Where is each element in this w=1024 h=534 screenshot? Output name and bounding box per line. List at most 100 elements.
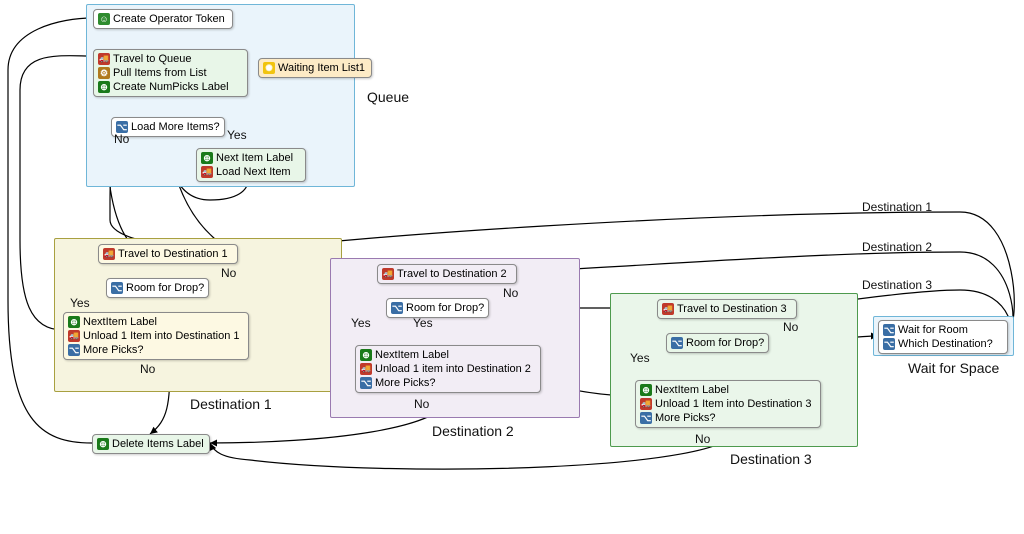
node-blockD3[interactable]: NextItem LabelUnload 1 Item into Destina…	[635, 380, 821, 428]
node-travelD1[interactable]: Travel to Destination 1	[98, 244, 238, 264]
branch-icon	[391, 302, 403, 314]
edge-label-d3_no_out: No	[783, 320, 798, 334]
node-travelQ-line-1: Pull Items from List	[98, 66, 243, 80]
node-roomD3-text-0: Room for Drop?	[686, 336, 764, 350]
node-roomD1-text-0: Room for Drop?	[126, 281, 204, 295]
node-travelD3-line-0: Travel to Destination 3	[662, 302, 792, 316]
node-blockD3-text-0: NextItem Label	[655, 383, 729, 397]
edge-label-d1_no_out: No	[221, 266, 236, 280]
node-createOp-text-0: Create Operator Token	[113, 12, 225, 26]
node-waitRoom-text-1: Which Destination?	[898, 337, 993, 351]
branch-icon	[671, 337, 683, 349]
node-roomD2-text-0: Room for Drop?	[406, 301, 484, 315]
node-blockD2-text-2: More Picks?	[375, 376, 436, 390]
node-waitRoom-line-1: Which Destination?	[883, 337, 1003, 351]
node-travelD1-line-0: Travel to Destination 1	[103, 247, 233, 261]
node-nextLoad[interactable]: Next Item LabelLoad Next Item	[196, 148, 306, 182]
branch-icon	[883, 338, 895, 350]
node-waitRoom-line-0: Wait for Room	[883, 323, 1003, 337]
truck-icon	[201, 166, 213, 178]
node-travelD3-text-0: Travel to Destination 3	[677, 302, 787, 316]
edge-label-wait_d2: Destination 2	[862, 240, 932, 254]
edge-label-d1_yes: Yes	[70, 296, 90, 310]
node-blockD3-text-2: More Picks?	[655, 411, 716, 425]
edge-label-d2_yes2: Yes	[413, 316, 433, 330]
node-roomD1-line-0: Room for Drop?	[111, 281, 204, 295]
node-travelQ-line-2: Create NumPicks Label	[98, 80, 243, 94]
label-icon	[68, 316, 80, 328]
caption-wait: Wait for Space	[908, 360, 999, 376]
node-travelQ[interactable]: Travel to QueuePull Items from ListCreat…	[93, 49, 248, 97]
node-loadMore-line-0: Load More Items?	[116, 120, 220, 134]
branch-icon	[883, 324, 895, 336]
node-deleteLbl[interactable]: Delete Items Label	[92, 434, 210, 454]
person-icon	[98, 13, 110, 25]
node-blockD1[interactable]: NextItem LabelUnload 1 Item into Destina…	[63, 312, 249, 360]
node-blockD1-line-1: Unload 1 Item into Destination 1	[68, 329, 244, 343]
node-travelD2-text-0: Travel to Destination 2	[397, 267, 507, 281]
edge-label-wait_d1: Destination 1	[862, 200, 932, 214]
node-blockD2-text-0: NextItem Label	[375, 348, 449, 362]
edge-label-q_no: No	[114, 132, 129, 146]
node-blockD3-line-0: NextItem Label	[640, 383, 816, 397]
node-createOp[interactable]: Create Operator Token	[93, 9, 233, 29]
node-blockD2[interactable]: NextItem LabelUnload 1 item into Destina…	[355, 345, 541, 393]
node-travelQ-text-2: Create NumPicks Label	[113, 80, 229, 94]
node-blockD3-line-2: More Picks?	[640, 411, 816, 425]
node-blockD2-line-2: More Picks?	[360, 376, 536, 390]
edge-label-d2_no_out: No	[503, 286, 518, 300]
node-waitingList-line-0: Waiting Item List1	[263, 61, 367, 75]
node-waitRoom-text-0: Wait for Room	[898, 323, 968, 337]
node-travelD1-text-0: Travel to Destination 1	[118, 247, 228, 261]
node-blockD2-line-0: NextItem Label	[360, 348, 536, 362]
node-waitingList-text-0: Waiting Item List1	[278, 61, 365, 75]
label-icon	[360, 349, 372, 361]
node-blockD1-line-2: More Picks?	[68, 343, 244, 357]
node-nextLoad-text-1: Load Next Item	[216, 165, 291, 179]
node-deleteLbl-text-0: Delete Items Label	[112, 437, 204, 451]
node-travelD2[interactable]: Travel to Destination 2	[377, 264, 517, 284]
truck-icon	[98, 53, 110, 65]
truck-icon	[382, 268, 394, 280]
label-icon	[201, 152, 213, 164]
node-waitRoom[interactable]: Wait for RoomWhich Destination?	[878, 320, 1008, 354]
edge-label-wait_d3: Destination 3	[862, 278, 932, 292]
node-travelQ-line-0: Travel to Queue	[98, 52, 243, 66]
truck-icon	[662, 303, 674, 315]
branch-icon	[640, 412, 652, 424]
node-nextLoad-text-0: Next Item Label	[216, 151, 293, 165]
truck-icon	[360, 363, 372, 375]
sun-icon	[263, 62, 275, 74]
branch-icon	[68, 344, 80, 356]
label-icon	[640, 384, 652, 396]
node-roomD2-line-0: Room for Drop?	[391, 301, 484, 315]
node-travelQ-text-0: Travel to Queue	[113, 52, 191, 66]
node-blockD3-line-1: Unload 1 Item into Destination 3	[640, 397, 816, 411]
edge-label-d3_no_more: No	[695, 432, 710, 446]
truck-icon	[103, 248, 115, 260]
label-icon	[97, 438, 109, 450]
caption-dest3: Destination 3	[730, 451, 812, 467]
node-roomD2[interactable]: Room for Drop?	[386, 298, 489, 318]
node-blockD3-text-1: Unload 1 Item into Destination 3	[655, 397, 812, 411]
edge-label-d2_no_more: No	[414, 397, 429, 411]
node-nextLoad-line-1: Load Next Item	[201, 165, 301, 179]
node-blockD2-line-1: Unload 1 item into Destination 2	[360, 362, 536, 376]
node-travelD2-line-0: Travel to Destination 2	[382, 267, 512, 281]
caption-dest2: Destination 2	[432, 423, 514, 439]
branch-icon	[360, 377, 372, 389]
branch-icon	[111, 282, 123, 294]
node-loadMore-text-0: Load More Items?	[131, 120, 220, 134]
node-nextLoad-line-0: Next Item Label	[201, 151, 301, 165]
node-deleteLbl-line-0: Delete Items Label	[97, 437, 205, 451]
edge-label-d2_yes: Yes	[351, 316, 371, 330]
node-waitingList[interactable]: Waiting Item List1	[258, 58, 372, 78]
node-blockD1-line-0: NextItem Label	[68, 315, 244, 329]
node-travelD3[interactable]: Travel to Destination 3	[657, 299, 797, 319]
node-roomD3-line-0: Room for Drop?	[671, 336, 764, 350]
node-roomD1[interactable]: Room for Drop?	[106, 278, 209, 298]
node-blockD1-text-1: Unload 1 Item into Destination 1	[83, 329, 240, 343]
truck-icon	[68, 330, 80, 342]
label-icon	[98, 81, 110, 93]
node-roomD3[interactable]: Room for Drop?	[666, 333, 769, 353]
